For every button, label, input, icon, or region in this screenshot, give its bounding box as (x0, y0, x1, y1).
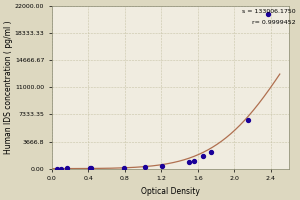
Point (266, 13, 270, 16)
Point (64, 167, 69, 170)
Text: r= 0.9999452: r= 0.9999452 (252, 20, 296, 25)
Text: s = 133006.1750: s = 133006.1750 (242, 9, 296, 14)
Point (186, 161, 191, 164)
X-axis label: Optical Density: Optical Density (141, 187, 200, 196)
Point (88, 167, 93, 170)
Point (89, 166, 94, 170)
Point (209, 151, 214, 154)
Point (122, 166, 126, 169)
Y-axis label: Human IDS concentration ( pg/ml ): Human IDS concentration ( pg/ml ) (4, 21, 13, 154)
Point (192, 159, 197, 162)
Point (59, 167, 64, 170)
Point (245, 118, 250, 121)
Point (201, 155, 206, 158)
Point (55, 167, 60, 170)
Point (160, 164, 165, 167)
Point (142, 165, 147, 168)
